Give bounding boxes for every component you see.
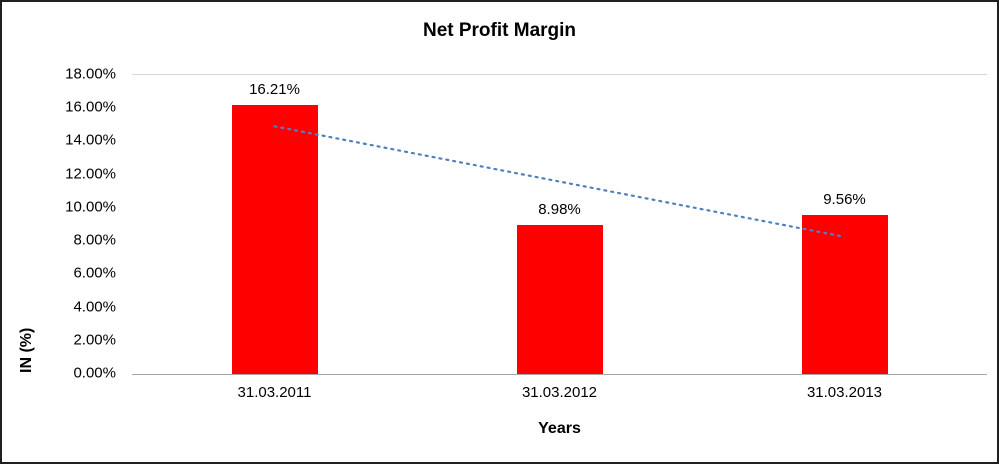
y-tick-label: 10.00% xyxy=(65,198,116,216)
plot-area: 16.21% 8.98% 9.56% xyxy=(132,74,987,375)
bar xyxy=(516,224,603,374)
y-axis: 18.00% 16.00% 14.00% 12.00% 10.00% 8.00% 6.00%… xyxy=(2,66,124,382)
bar-value-label: 16.21% xyxy=(249,80,300,98)
x-tick-label: 31.03.2012 xyxy=(521,384,598,401)
chart-title: Net Profit Margin xyxy=(422,20,577,41)
x-axis: 31.03.2011 31.03.2012 31.03.2013 xyxy=(132,384,987,401)
x-tick-label: 31.03.2013 xyxy=(806,384,883,401)
bar xyxy=(231,104,318,374)
y-tick-label: 4.00% xyxy=(73,298,116,316)
y-tick-label: 2.00% xyxy=(73,331,116,349)
bar xyxy=(801,215,888,374)
y-tick-label: 12.00% xyxy=(65,165,116,183)
x-tick-label: 31.03.2011 xyxy=(237,384,312,401)
y-tick-label: 18.00% xyxy=(65,65,116,83)
bar-value-label: 8.98% xyxy=(538,200,581,218)
y-tick-label: 14.00% xyxy=(65,131,116,149)
y-tick-label: 6.00% xyxy=(73,264,116,282)
bar-value-label: 9.56% xyxy=(823,191,866,209)
x-axis-title: Years xyxy=(538,420,581,437)
y-tick-label: 0.00% xyxy=(73,364,116,382)
y-tick-label: 8.00% xyxy=(73,231,116,249)
y-tick-label: 16.00% xyxy=(65,98,116,116)
